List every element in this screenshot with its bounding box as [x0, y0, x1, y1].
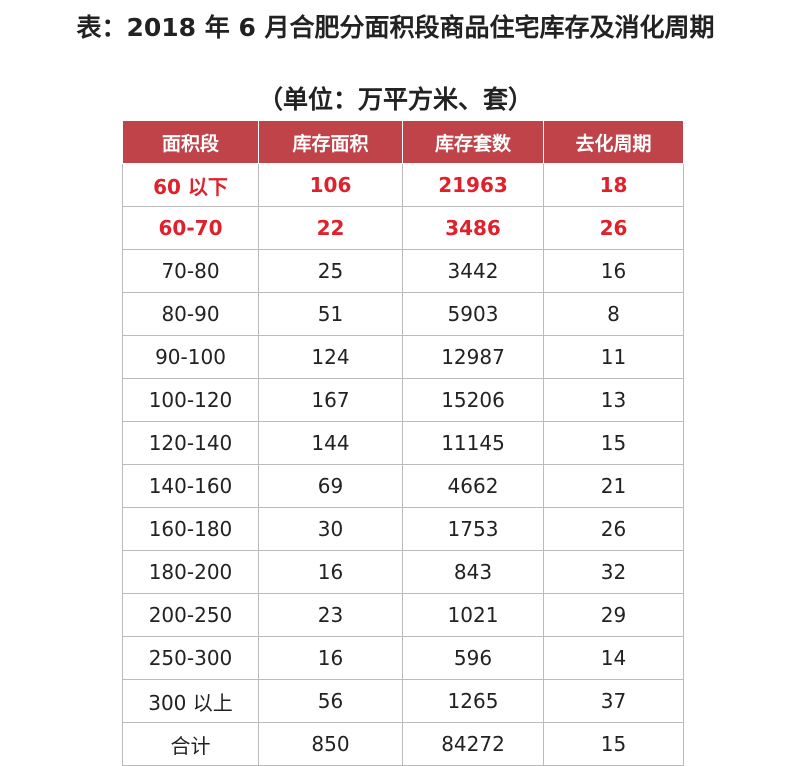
table-row: 160-180 30 1753 26: [122, 507, 684, 551]
table-cell: 21963: [402, 163, 544, 207]
table-row: 70-80 25 3442 16: [122, 249, 684, 293]
table-cell: 180-200: [122, 550, 259, 594]
table-cell: 15206: [402, 378, 544, 422]
table-cell: 30: [258, 507, 403, 551]
table-cell: 140-160: [122, 464, 259, 508]
table-cell: 160-180: [122, 507, 259, 551]
table-cell: 69: [258, 464, 403, 508]
table-cell: 37: [543, 679, 684, 723]
subtitle: （单位：万平方米、套）: [257, 85, 533, 114]
table-cell: 250-300: [122, 636, 259, 680]
table-cell: 25: [258, 249, 403, 293]
table-row: 90-100 124 12987 11: [122, 335, 684, 379]
table-cell: 200-250: [122, 593, 259, 637]
table-cell: 15: [543, 722, 684, 766]
table-row: 200-250 23 1021 29: [122, 593, 684, 637]
table-row: 60 以下 106 21963 18: [122, 163, 684, 207]
table-cell: 16: [258, 636, 403, 680]
table-cell: 100-120: [122, 378, 259, 422]
table-cell: 5903: [402, 292, 544, 336]
table-cell: 26: [543, 507, 684, 551]
table-cell: 106: [258, 163, 403, 207]
table-cell: 60 以下: [122, 163, 259, 207]
table-cell: 843: [402, 550, 544, 594]
table-cell: 15: [543, 421, 684, 465]
table-cell: 32: [543, 550, 684, 594]
table-cell: 84272: [402, 722, 544, 766]
table-row: 250-300 16 596 14: [122, 636, 684, 680]
table-row: 60-70 22 3486 26: [122, 206, 684, 250]
table-row: 80-90 51 5903 8: [122, 292, 684, 336]
column-header: 去化周期: [543, 120, 684, 164]
table-cell: 8: [543, 292, 684, 336]
table-cell: 90-100: [122, 335, 259, 379]
table-cell: 51: [258, 292, 403, 336]
table-cell: 850: [258, 722, 403, 766]
table-cell: 144: [258, 421, 403, 465]
table-cell: 13: [543, 378, 684, 422]
table-cell: 80-90: [122, 292, 259, 336]
table-cell: 167: [258, 378, 403, 422]
table-row: 300 以上 56 1265 37: [122, 679, 684, 723]
table-cell: 1021: [402, 593, 544, 637]
table-cell: 60-70: [122, 206, 259, 250]
table-cell: 11145: [402, 421, 544, 465]
table-cell: 23: [258, 593, 403, 637]
table-row: 合计 850 84272 15: [122, 722, 684, 766]
table-row: 100-120 167 15206 13: [122, 378, 684, 422]
table-cell: 11: [543, 335, 684, 379]
column-header: 面积段: [122, 120, 259, 164]
table-cell: 合计: [122, 722, 259, 766]
table-row: 120-140 144 11145 15: [122, 421, 684, 465]
table-cell: 21: [543, 464, 684, 508]
table-cell: 18: [543, 163, 684, 207]
table-cell: 3442: [402, 249, 544, 293]
table-cell: 120-140: [122, 421, 259, 465]
table-cell: 56: [258, 679, 403, 723]
table-cell: 596: [402, 636, 544, 680]
table-cell: 300 以上: [122, 679, 259, 723]
table-cell: 124: [258, 335, 403, 379]
table-row: 140-160 69 4662 21: [122, 464, 684, 508]
table-body: 60 以下 106 21963 18 60-70 22 3486 26 70-80 25 3442 1…: [122, 163, 684, 766]
table-cell: 4662: [402, 464, 544, 508]
table-cell: 26: [543, 206, 684, 250]
table-row: 180-200 16 843 32: [122, 550, 684, 594]
table-cell: 14: [543, 636, 684, 680]
table-cell: 12987: [402, 335, 544, 379]
table-cell: 16: [258, 550, 403, 594]
title: 表：2018 年 6 月合肥分面积段商品住宅库存及消化周期: [76, 13, 715, 42]
table-cell: 29: [543, 593, 684, 637]
table-cell: 22: [258, 206, 403, 250]
header-row: 面积段 库存面积 库存套数 去化周期: [122, 120, 684, 164]
table-cell: 1753: [402, 507, 544, 551]
column-header: 库存套数: [402, 120, 544, 164]
table-cell: 1265: [402, 679, 544, 723]
table-cell: 16: [543, 249, 684, 293]
table-cell: 3486: [402, 206, 544, 250]
table: 面积段 库存面积 库存套数 去化周期 60 以下 106 21963 18 60-70 22 34…: [122, 120, 684, 766]
column-header: 库存面积: [258, 120, 403, 164]
table-cell: 70-80: [122, 249, 259, 293]
